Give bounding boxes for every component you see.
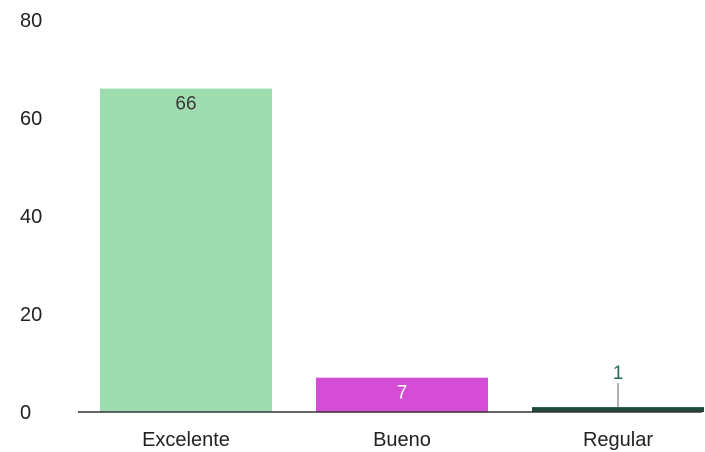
y-tick-label: 60 [20, 108, 42, 130]
y-tick-label: 40 [20, 206, 42, 228]
data-label-regular: 1 [613, 363, 624, 384]
x-category-label-bueno: Bueno [373, 429, 431, 451]
data-labels-group: 66 7 1 [175, 94, 623, 408]
bar-excelente [100, 88, 272, 412]
x-category-label-excelente: Excelente [142, 429, 230, 451]
y-tick-label: 0 [20, 402, 31, 424]
y-tick-label: 20 [20, 304, 42, 326]
data-label-excelente: 66 [175, 94, 196, 115]
x-axis-labels: Excelente Bueno Regular [142, 429, 653, 451]
y-axis-ticks: 0 20 40 60 80 [20, 10, 42, 424]
y-tick-label: 80 [20, 10, 42, 32]
bars-group [100, 88, 704, 412]
bar-bueno [316, 377, 488, 412]
data-label-bueno: 7 [397, 383, 408, 404]
bar-regular [532, 407, 704, 412]
x-category-label-regular: Regular [583, 429, 653, 451]
